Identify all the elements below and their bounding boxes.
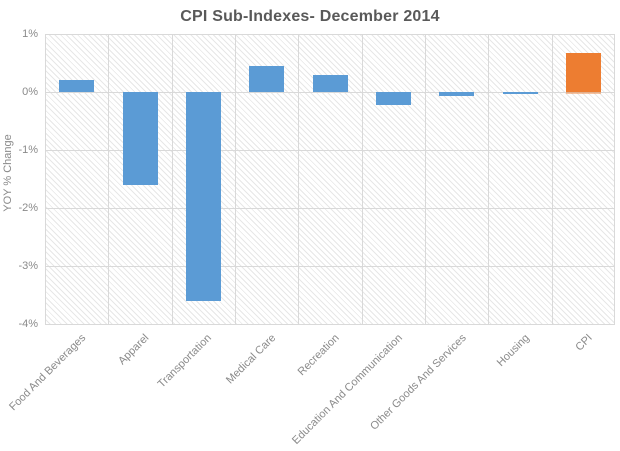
v-gridline <box>108 34 109 324</box>
y-tick-label: -3% <box>18 260 38 272</box>
bar-transportation <box>186 92 221 301</box>
x-label-education-and-communication: Education And Communication <box>289 332 405 447</box>
h-gridline <box>45 92 615 93</box>
y-axis-title: YOY % Change <box>2 134 14 212</box>
x-label-food-and-beverages: Food And Beverages <box>7 332 89 414</box>
h-gridline <box>45 324 615 325</box>
x-label-medical-care: Medical Care <box>224 332 279 387</box>
v-gridline <box>172 34 173 324</box>
bar-medical-care <box>249 66 284 92</box>
plot-area <box>45 34 615 325</box>
h-gridline <box>45 34 615 35</box>
v-gridline <box>488 34 489 324</box>
x-label-housing: Housing <box>494 332 532 370</box>
h-gridline <box>45 150 615 151</box>
v-gridline <box>298 34 299 324</box>
v-gridline <box>425 34 426 324</box>
v-gridline <box>614 34 615 324</box>
y-tick-label: 1% <box>22 28 38 40</box>
bar-other-goods-and-services <box>439 92 474 96</box>
y-tick-label: -4% <box>18 318 38 330</box>
bar-apparel <box>123 92 158 185</box>
x-label-transportation: Transportation <box>156 332 215 391</box>
bar-cpi <box>566 53 601 92</box>
v-gridline <box>552 34 553 324</box>
bar-recreation <box>313 75 348 92</box>
y-tick-label: -2% <box>18 202 38 214</box>
x-label-cpi: CPI <box>573 332 595 354</box>
bar-housing <box>503 92 538 94</box>
chart-title: CPI Sub-Indexes- December 2014 <box>180 8 440 25</box>
cpi-bar-base-strip <box>566 92 601 94</box>
v-gridline <box>362 34 363 324</box>
v-gridline <box>235 34 236 324</box>
h-gridline <box>45 208 615 209</box>
h-gridline <box>45 266 615 267</box>
bar-education-and-communication <box>376 92 411 105</box>
bar-food-and-beverages <box>59 80 94 92</box>
y-tick-label: -1% <box>18 144 38 156</box>
x-label-recreation: Recreation <box>295 332 342 379</box>
v-gridline <box>45 34 46 324</box>
y-tick-label: 0% <box>22 86 38 98</box>
x-label-apparel: Apparel <box>116 332 152 368</box>
